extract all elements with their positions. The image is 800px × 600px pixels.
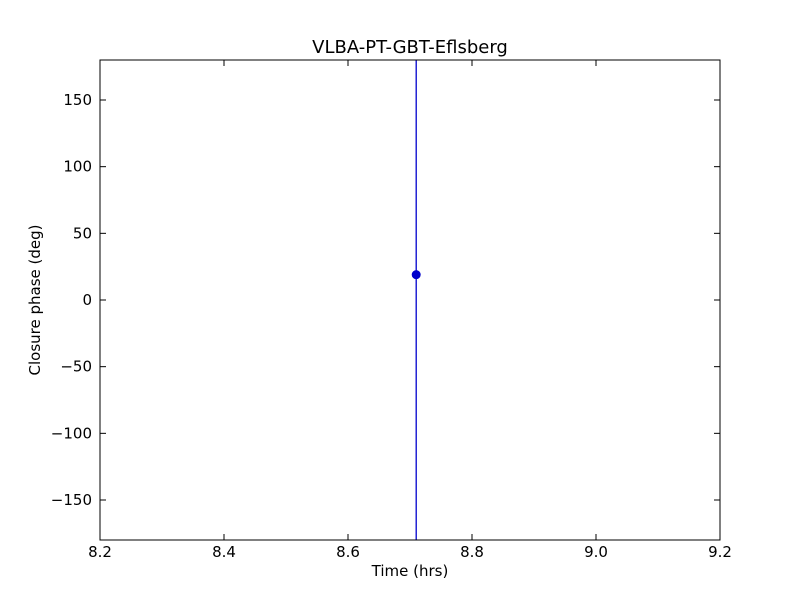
- chart-title: VLBA-PT-GBT-Eflsberg: [312, 37, 508, 58]
- x-tick-label: 8.2: [88, 543, 112, 561]
- x-tick-label: 9.2: [708, 543, 732, 561]
- plot-layer: [411, 60, 421, 540]
- y-tick-label: 100: [63, 158, 92, 176]
- x-tick-label: 8.4: [212, 543, 236, 561]
- ticks-layer: 8.2 8.4 8.6 8.8 9.0 9.2 −150 −100 −50 0 50 100 150: [51, 60, 732, 561]
- y-axis-title: Closure phase (deg): [26, 225, 44, 376]
- x-axis-title: Time (hrs): [371, 562, 449, 580]
- y-tick-label: 150: [63, 91, 92, 109]
- y-tick-label: −50: [60, 358, 92, 376]
- data-point: [411, 270, 421, 280]
- y-tick-label: −150: [51, 491, 92, 509]
- x-tick-label: 8.6: [336, 543, 360, 561]
- y-tick-label: 50: [73, 224, 92, 242]
- y-tick-label: 0: [82, 291, 92, 309]
- x-tick-label: 8.8: [460, 543, 484, 561]
- y-tick-label: −100: [51, 424, 92, 442]
- x-tick-label: 9.0: [584, 543, 608, 561]
